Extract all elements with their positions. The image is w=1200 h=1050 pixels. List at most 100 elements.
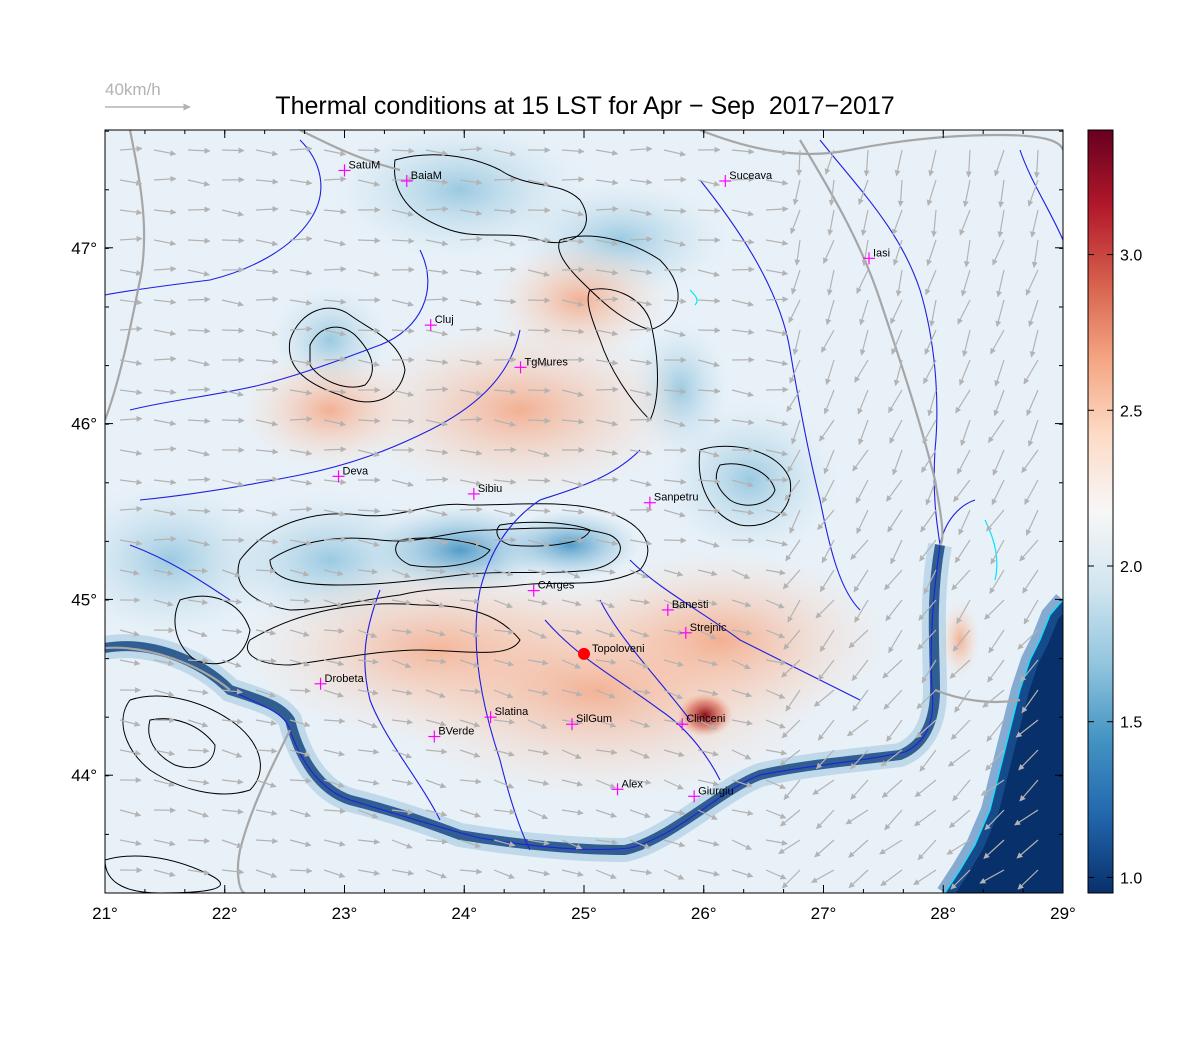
wind-arrow [119,325,143,332]
wind-arrow [859,299,869,326]
wind-arrow [187,386,211,393]
wind-arrow [1015,719,1039,738]
city-label: Slatina [495,706,530,718]
wind-arrow [1022,569,1039,594]
wind-arrow [992,239,1005,266]
wind-arrow [821,539,835,564]
wind-arrow [765,629,786,639]
wind-arrow [323,536,347,543]
wind-arrow [153,389,177,395]
wind-arrow [629,599,651,605]
wind-arrow [119,839,142,847]
wind-arrow [914,779,937,798]
wind-arrow [493,869,515,879]
wind-arrow [919,749,937,772]
wind-arrow [255,657,277,664]
wind-arrow [786,389,801,413]
wind-arrow [629,479,652,487]
wind-arrow [391,508,415,515]
wind-arrow [527,869,550,877]
wind-arrow [886,719,903,742]
wind-arrow [817,719,835,741]
wind-arrow [781,719,801,739]
wind-arrow [813,689,835,707]
wind-arrow [887,509,903,533]
wind-arrow [459,209,483,216]
wind-arrow [1016,839,1039,859]
wind-arrow [289,506,313,513]
wind-arrow [1018,749,1039,771]
wind-arrow [255,178,279,185]
wind-arrow [425,206,449,213]
wind-arrow [779,809,801,827]
wind-arrow [1023,359,1039,385]
wind-arrow [459,778,482,785]
wind-arrow [561,869,584,877]
wind-arrow [629,416,653,423]
wind-arrow [783,629,801,650]
wind-arrow [255,779,277,788]
wind-arrow [187,476,211,483]
city-label: BaiaM [411,170,442,182]
wind-arrow [848,629,869,649]
wind-arrow [850,779,869,800]
wind-arrow [954,689,971,713]
wind-arrow [789,509,801,534]
wind-arrow [187,327,211,334]
wind-arrow [527,269,550,277]
city-label: Drobeta [325,673,365,685]
wind-arrow [153,509,177,517]
wind-arrow [787,599,801,623]
wind-arrow [527,809,549,820]
wind-arrow [663,719,685,726]
wind-arrow [796,149,803,176]
wind-arrow [561,328,585,335]
wind-arrow [765,509,789,517]
wind-arrow [731,809,754,816]
wind-arrow [629,689,651,696]
wind-arrow [459,598,481,605]
wind-arrow [221,389,244,397]
wind-arrow [958,509,971,536]
wind-arrow [595,839,618,846]
wind-arrow [860,209,869,237]
wind-arrow [854,599,869,623]
wind-arrow [731,659,751,670]
wind-arrow [828,179,835,207]
wind-arrow [221,749,243,758]
wind-arrow [561,176,585,183]
wind-arrow [847,719,869,737]
wind-arrow [153,536,177,542]
lon-tick-label: 27° [811,904,837,923]
wind-arrow [187,719,209,728]
wind-arrow [811,869,835,883]
wind-arrow [663,809,686,816]
wind-arrow [119,235,143,242]
wind-arrow [425,476,449,483]
wind-arrow [255,448,279,455]
wind-arrow [221,569,241,578]
wind-arrow [817,659,835,681]
wind-arrow [119,659,141,666]
wind-arrow [812,779,835,795]
wind-arrow [527,689,549,696]
wind-arrow [782,569,801,590]
wind-arrow [892,449,903,476]
wind-arrow [848,869,869,889]
wind-arrow [897,179,904,207]
wind-arrow [187,359,211,367]
wind-arrow [425,809,448,817]
wind-arrow [823,239,835,264]
wind-arrow [629,749,650,759]
wind-arrow [459,236,483,243]
wind-arrow [561,148,585,155]
wind-arrow [987,419,1005,444]
wind-arrow [954,539,971,564]
wind-arrow [855,479,869,504]
wind-arrow [425,239,449,247]
wind-arrow [527,569,548,576]
city-label: Alex [622,778,644,790]
wind-arrow [595,869,617,879]
wind-arrow [289,687,311,694]
